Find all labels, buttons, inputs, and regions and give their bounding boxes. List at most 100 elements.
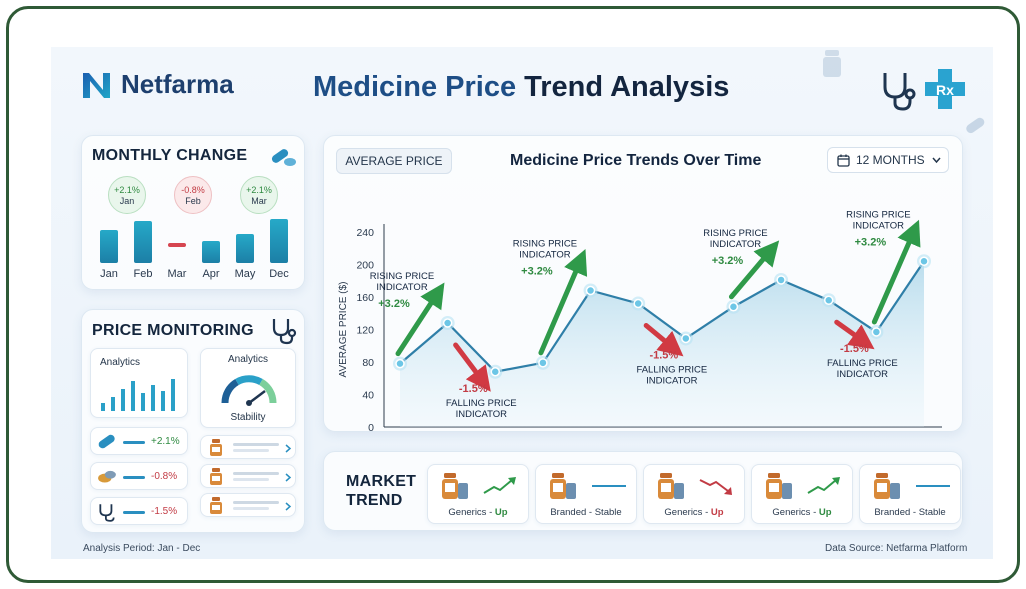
market-trend-category: Generics <box>664 507 703 518</box>
netfarma-logo-icon <box>83 72 110 98</box>
change-badge: +2.1% Mar <box>240 176 278 214</box>
indicator-label: FALLING PRICE INDICATOR <box>827 358 898 380</box>
change-badge-pct: +2.1% <box>114 185 140 195</box>
market-trend-heading-line1: MARKET <box>346 473 417 490</box>
medicine-bottle-icon <box>210 439 222 456</box>
medicine-bottle-icon <box>210 468 222 485</box>
data-source: Data Source: Netfarma Platform <box>825 543 968 554</box>
indicator-pct: +3.2% <box>712 255 744 267</box>
monitor-row[interactable]: -0.8% <box>90 462 188 490</box>
x-tick-label: Dec <box>915 432 934 433</box>
monthly-change-bar <box>202 241 220 263</box>
product-row[interactable] <box>200 435 296 459</box>
market-trend-item[interactable]: Generics - Up <box>427 464 529 524</box>
analytics-bars-icon <box>101 379 175 411</box>
monitor-row-line <box>123 441 145 444</box>
indicator-label: RISING PRICE INDICATOR <box>370 271 434 293</box>
x-tick-label: Sep <box>772 432 791 433</box>
gauge-caption: Stability <box>230 412 266 423</box>
x-tick-label: Mar <box>486 432 505 433</box>
indicator-label: RISING PRICE INDICATOR <box>513 239 577 261</box>
product-row-line <box>233 507 269 510</box>
analysis-period: Analysis Period: Jan - Dec <box>83 543 201 554</box>
data-point[interactable] <box>395 358 405 369</box>
data-point[interactable] <box>490 367 501 377</box>
brand: Netfarma <box>81 69 234 100</box>
rising-arrow <box>871 219 921 325</box>
indicator-pct: +3.2% <box>855 236 887 248</box>
monthly-change-bar-label: Apr <box>202 268 220 280</box>
data-point[interactable] <box>776 275 786 285</box>
stability-gauge-card[interactable]: Analytics Stability <box>200 348 296 428</box>
product-row[interactable] <box>200 464 296 488</box>
dashboard-canvas: Netfarma Medicine Price Trend Analysis R… <box>51 47 993 559</box>
falling-arrow <box>834 319 875 350</box>
monthly-change-bar <box>100 230 118 263</box>
data-point[interactable] <box>871 327 882 337</box>
market-trend-category: Generics <box>448 507 487 518</box>
data-point[interactable] <box>728 302 739 312</box>
monthly-change-bar <box>236 234 254 263</box>
data-point[interactable] <box>633 298 643 309</box>
data-point[interactable] <box>442 318 453 328</box>
market-trend-status: Up <box>818 507 832 518</box>
product-row-line <box>233 501 279 504</box>
change-badge-month: Jan <box>119 196 135 206</box>
trend-up-icon <box>483 477 516 494</box>
indicator-label: FALLING PRICE INDICATOR <box>636 364 707 386</box>
data-point[interactable] <box>585 285 596 296</box>
market-trend-label: Generics - Up <box>664 507 724 518</box>
analytics-card[interactable]: Analytics <box>90 348 188 418</box>
price-monitoring-heading: PRICE MONITORING <box>92 322 254 339</box>
x-tick-label: Aug <box>724 432 743 433</box>
monitor-row-pct: -1.5% <box>151 506 178 517</box>
gauge-icon <box>221 375 277 406</box>
monitor-row[interactable]: +2.1% <box>90 427 188 455</box>
y-tick-label: 40 <box>362 390 374 402</box>
data-point[interactable] <box>681 333 691 344</box>
monitor-row[interactable]: -1.5% <box>90 497 188 525</box>
product-row[interactable] <box>200 493 296 517</box>
monitor-row-line <box>123 511 145 514</box>
period-select[interactable]: 12 MONTHS <box>827 147 949 173</box>
change-badge-month: Mar <box>251 196 267 206</box>
change-badge-month: Feb <box>185 196 201 206</box>
trend-up-icon <box>807 477 840 494</box>
data-point[interactable] <box>823 295 834 305</box>
market-trend-status: Up <box>710 507 724 518</box>
x-tick-label: Feb <box>439 432 457 433</box>
monitor-row-pct: -0.8% <box>151 471 178 482</box>
chevron-right-icon <box>285 502 292 511</box>
medicine-bottle-icon <box>766 473 792 499</box>
indicator-label: RISING PRICE INDICATOR <box>703 228 767 250</box>
product-row-line <box>233 472 279 475</box>
rising-arrow <box>538 249 588 356</box>
market-trend-item[interactable]: Generics - Up <box>751 464 853 524</box>
market-trend-status: Stable <box>918 507 946 518</box>
capsule-icon <box>98 434 115 449</box>
market-trend-item[interactable]: Generics - Up <box>643 464 745 524</box>
price-trend-chart-card: AVERAGE PRICE Medicine Price Trends Over… <box>323 135 963 433</box>
product-row-line <box>233 449 269 452</box>
y-tick-label: 160 <box>356 292 374 304</box>
monthly-change-bar-label: May <box>234 268 256 280</box>
svg-text:Rx: Rx <box>936 82 954 98</box>
market-trend-item[interactable]: Branded - Stable <box>859 464 961 524</box>
indicator-label: RISING PRICE INDICATOR <box>846 209 910 231</box>
data-point[interactable] <box>919 256 929 266</box>
indicator-pct: -1.5% <box>649 349 678 361</box>
market-trend-item[interactable]: Branded - Stable <box>535 464 637 524</box>
brand-name: Netfarma <box>121 69 234 99</box>
medicine-bottle-icon <box>823 50 841 77</box>
average-price-button[interactable]: AVERAGE PRICE <box>336 148 452 174</box>
monitor-row-line <box>123 476 145 479</box>
monthly-change-bar-label: Jan <box>100 268 118 280</box>
price-line <box>399 260 925 373</box>
page-title: Medicine Price Trend Analysis <box>313 71 729 104</box>
medicine-bottle-icon <box>658 473 684 499</box>
medicine-bottle-icon <box>550 473 576 499</box>
trend-stable-icon <box>592 485 626 487</box>
price-monitoring-card: PRICE MONITORING Analytics <box>81 309 305 533</box>
monthly-change-card: MONTHLY CHANGE +2.1% Jan -0.8% Feb +2.1% Mar … <box>81 135 305 290</box>
data-point[interactable] <box>538 358 548 368</box>
